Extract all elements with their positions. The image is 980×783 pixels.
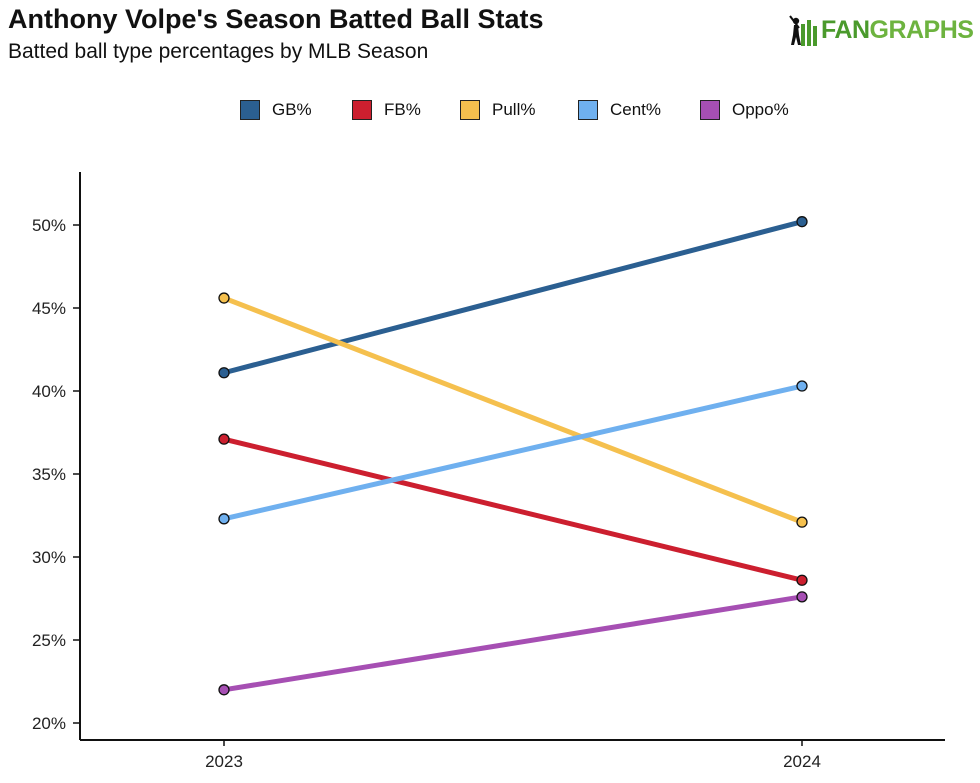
- data-point-1-1: [796, 574, 808, 586]
- legend-label: Pull%: [492, 100, 536, 119]
- x-tick-label: 2023: [205, 752, 243, 771]
- legend-label: Oppo%: [732, 100, 789, 119]
- data-point-0-1: [796, 216, 808, 228]
- series-line-3: [221, 383, 805, 522]
- legend-item-0: GB%: [240, 95, 312, 125]
- legend-item-1: FB%: [352, 95, 421, 125]
- chart-legend: GB% FB% Pull% Cent% Oppo%: [0, 95, 980, 125]
- y-tick-label: 50%: [32, 216, 66, 235]
- y-tick-label: 45%: [32, 299, 66, 318]
- legend-swatch: [700, 100, 720, 120]
- legend-item-2: Pull%: [460, 95, 535, 125]
- logo-text-fan: FAN: [821, 16, 870, 44]
- fangraphs-logo: FANGRAPHS: [787, 14, 977, 48]
- y-tick-label: 35%: [32, 465, 66, 484]
- batter-icon: [789, 15, 817, 46]
- data-point-3-1: [796, 380, 808, 392]
- legend-swatch: [352, 100, 372, 120]
- data-point-4-0: [218, 684, 230, 696]
- series-line-0: [221, 219, 805, 376]
- y-tick-label: 40%: [32, 382, 66, 401]
- data-point-3-0: [218, 513, 230, 525]
- series-line-2: [221, 295, 805, 525]
- legend-label: GB%: [272, 100, 312, 119]
- legend-item-3: Cent%: [578, 95, 661, 125]
- legend-label: FB%: [384, 100, 421, 119]
- data-point-4-1: [796, 591, 808, 603]
- data-point-1-0: [218, 433, 230, 445]
- logo-wordmark: FANGRAPHS: [821, 16, 974, 45]
- y-tick-label: 20%: [32, 714, 66, 733]
- x-tick-label: 2024: [783, 752, 821, 771]
- series-line-1: [221, 436, 805, 583]
- chart-title: Anthony Volpe's Season Batted Ball Stats: [8, 4, 544, 34]
- data-point-0-0: [218, 367, 230, 379]
- series-line-4: [221, 594, 805, 693]
- legend-swatch: [460, 100, 480, 120]
- legend-label: Cent%: [610, 100, 662, 119]
- logo-text-graphs: GRAPHS: [869, 16, 974, 44]
- legend-swatch: [240, 100, 260, 120]
- chart-subtitle: Batted ball type percentages by MLB Seas…: [8, 40, 429, 63]
- y-tick-label: 25%: [32, 631, 66, 650]
- y-tick-label: 30%: [32, 548, 66, 567]
- legend-item-4: Oppo%: [700, 95, 789, 125]
- data-point-2-0: [218, 292, 230, 304]
- data-point-2-1: [796, 516, 808, 528]
- legend-swatch: [578, 100, 598, 120]
